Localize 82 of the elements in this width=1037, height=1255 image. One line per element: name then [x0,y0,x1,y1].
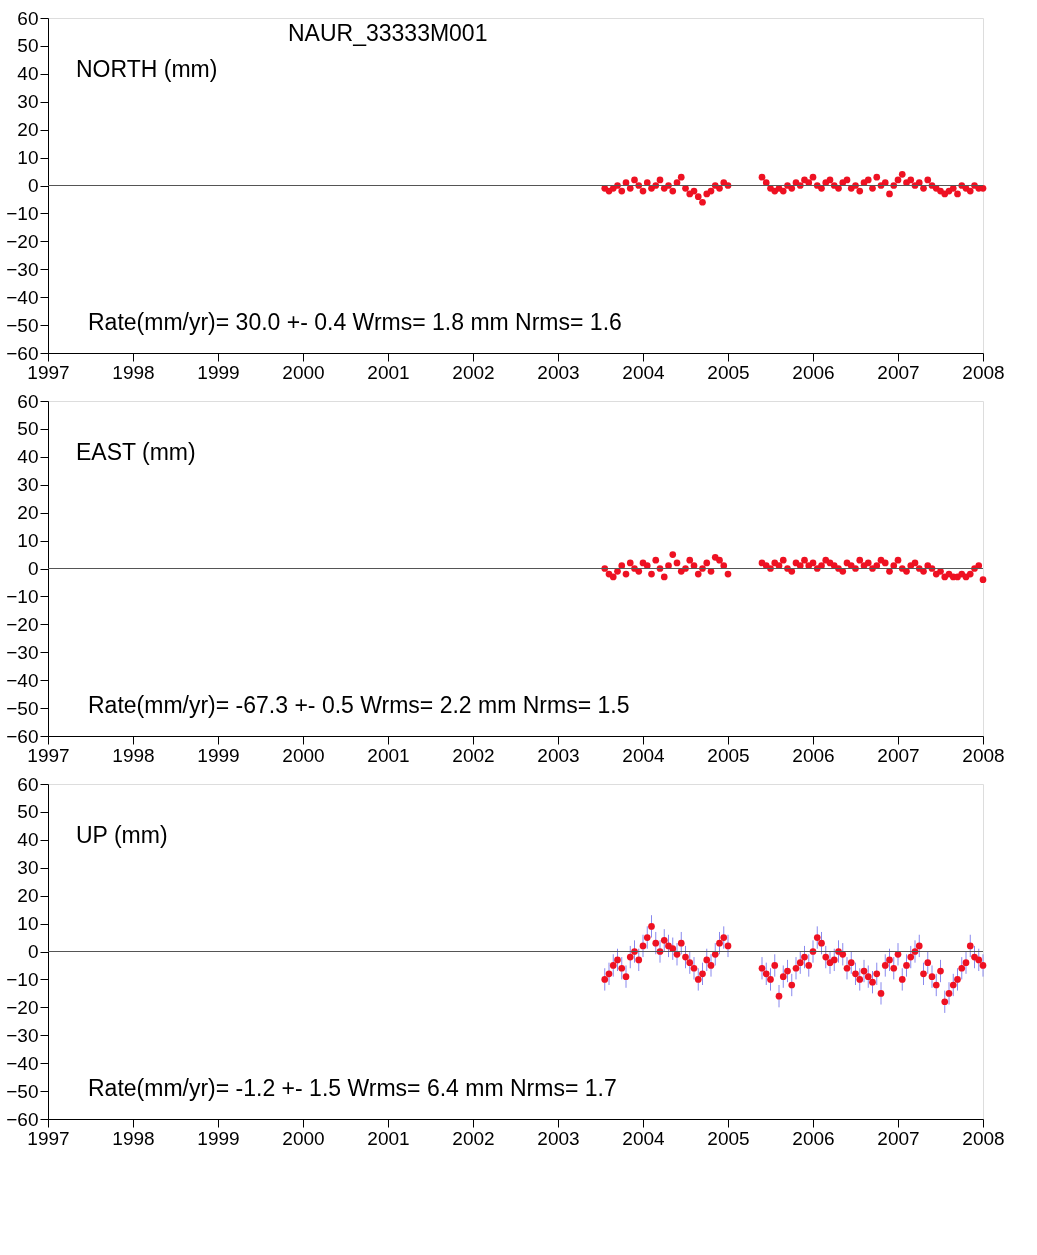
x-tick-label: 1997 [27,361,70,383]
y-tick-label: −20 [6,996,39,1018]
y-tick-label: 40 [17,446,39,468]
y-tick-label: −10 [6,202,39,224]
chart-title: NAUR_33333M001 [288,20,488,46]
y-tick-label: −30 [6,641,39,663]
y-tick-label: −40 [6,1052,39,1074]
x-tick-label: 2000 [282,361,325,383]
x-tick-label: 1997 [27,744,70,766]
x-tick-label: 2001 [367,1127,410,1149]
y-tick-label: 50 [17,418,39,440]
x-tick-label: 2008 [962,744,1005,766]
x-tick-label: 2003 [537,1127,580,1149]
x-tick-label: 2007 [877,1127,920,1149]
x-tick-label: 2003 [537,361,580,383]
x-tick-label: 1998 [112,1127,155,1149]
y-tick-label: −20 [6,230,39,252]
y-tick-label: −30 [6,258,39,280]
x-tick-label: 2002 [452,1127,495,1149]
y-tick-label: 0 [27,558,39,579]
x-tick-label: 2006 [792,361,835,383]
x-tick-label: 2000 [282,744,325,766]
y-tick-label: 0 [27,941,39,962]
y-tick-label: 30 [17,474,39,496]
x-tick-label: 2001 [367,744,410,766]
x-tick-label: 2008 [962,361,1005,383]
y-tick-label: −10 [6,968,39,990]
y-tick-label: −50 [6,697,39,719]
y-tick-label: −10 [6,585,39,607]
x-tick-label: 2006 [792,1127,835,1149]
y-tick-label: −40 [6,669,39,691]
x-tick-label: 2002 [452,361,495,383]
annotation: Rate(mm/yr)= -1.2 +- 1.5 Wrms= 6.4 mm Nrms= 1.7 [88,1075,617,1101]
y-tick-label: 0 [27,175,39,196]
y-tick-label: 10 [17,913,39,935]
y-tick-label: 60 [17,390,39,412]
y-tick-label: 60 [17,773,39,795]
x-tick-label: 1999 [197,1127,240,1149]
x-tick-label: 2001 [367,361,410,383]
x-tick-label: 2002 [452,744,495,766]
x-tick-label: 2003 [537,744,580,766]
y-tick-label: −60 [6,1108,39,1130]
annotation: Rate(mm/yr)= -67.3 +- 0.5 Wrms= 2.2 mm Nrms= 1.5 [88,692,630,718]
y-tick-label: −60 [6,725,39,747]
y-axis-title: NORTH (mm) [76,56,218,82]
x-tick-label: 2006 [792,744,835,766]
y-tick-label: 10 [17,147,39,169]
x-tick-label: 2005 [707,361,750,383]
x-tick-label: 2004 [622,744,666,766]
y-tick-label: 50 [17,35,39,57]
y-tick-label: 10 [17,530,39,552]
y-tick-label: −20 [6,613,39,635]
x-tick-label: 2008 [962,1127,1005,1149]
y-tick-label: −60 [6,342,39,364]
y-tick-label: 20 [17,885,39,907]
x-tick-label: 2005 [707,1127,750,1149]
x-tick-label: 1998 [112,361,155,383]
x-tick-label: 1999 [197,361,240,383]
y-tick-label: 40 [17,829,39,851]
x-tick-label: 1998 [112,744,155,766]
y-tick-label: −50 [6,1080,39,1102]
annotation: Rate(mm/yr)= 30.0 +- 0.4 Wrms= 1.8 mm Nrms= 1.6 [88,309,622,335]
x-tick-label: 2000 [282,1127,325,1149]
y-tick-label: 40 [17,63,39,85]
y-tick-label: −40 [6,286,39,308]
y-tick-label: 30 [17,857,39,879]
x-tick-label: 1997 [27,1127,70,1149]
y-tick-label: 20 [17,119,39,141]
y-tick-label: −30 [6,1024,39,1046]
x-tick-label: 2007 [877,744,920,766]
x-tick-label: 2007 [877,361,920,383]
y-tick-label: 20 [17,502,39,524]
y-tick-label: 30 [17,91,39,113]
x-tick-label: 1999 [197,744,240,766]
y-axis-title: UP (mm) [76,822,168,848]
x-tick-label: 2004 [622,361,666,383]
x-tick-label: 2004 [622,1127,666,1149]
y-tick-label: 50 [17,801,39,823]
y-tick-label: 60 [17,7,39,29]
y-tick-label: −50 [6,314,39,336]
y-axis-title: EAST (mm) [76,439,196,465]
x-tick-label: 2005 [707,744,750,766]
